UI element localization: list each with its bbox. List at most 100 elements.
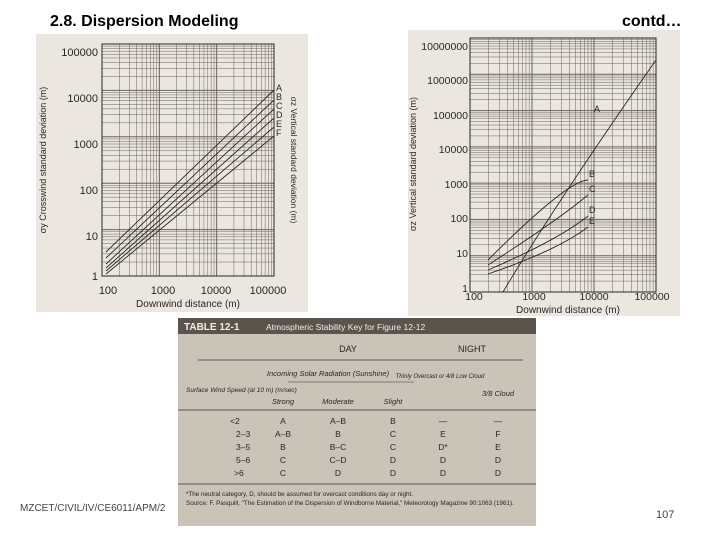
left-y-label-2: σz Vertical standard deviation (m) — [289, 97, 299, 224]
right-chart-curve — [487, 179, 589, 261]
table-cell: B — [280, 442, 286, 452]
slide-title: 2.8. Dispersion Modeling — [50, 13, 239, 30]
left-y-tick: 1 — [92, 271, 98, 283]
table-cell: B — [335, 429, 341, 439]
table-radiation-header: Incoming Solar Radiation (Sunshine) — [267, 369, 390, 378]
table-cell: E — [495, 442, 501, 452]
left-chart-curve — [105, 89, 275, 253]
table-col-header: Slight — [384, 397, 404, 406]
right-x-tick: 100 — [465, 291, 483, 303]
table-cell: <2 — [230, 416, 240, 426]
table-cell: C — [280, 455, 286, 465]
right-y-tick: 100000 — [433, 110, 468, 122]
table-cell: D — [495, 468, 501, 478]
left-chart-curve — [105, 126, 275, 272]
table-col-header: 3/8 Cloud — [482, 389, 515, 398]
table-cell: A–B — [330, 416, 346, 426]
right-curve-label: B — [589, 169, 595, 179]
table-subtitle: Atmospheric Stability Key for Figure 12-… — [266, 322, 425, 332]
left-y-tick: 10 — [86, 231, 98, 243]
left-chart-curve — [105, 108, 275, 265]
table-cell: D — [440, 468, 446, 478]
slide-title-contd: contd… — [622, 13, 682, 30]
table-cell: C — [390, 429, 396, 439]
right-curve-label: E — [589, 216, 595, 226]
table-cell: D — [440, 455, 446, 465]
left-curve-label: E — [276, 119, 282, 129]
right-y-tick: 1 — [462, 283, 468, 295]
right-chart-panel: 10000000 1000000 100000 10000 1000 100 1… — [408, 30, 680, 316]
right-chart-curve — [487, 194, 589, 266]
table-col-header: Thinly Overcast or 4/8 Low Cloud — [396, 374, 485, 380]
table-title: TABLE 12-1 — [184, 322, 240, 333]
table-source: Source: F. Pasquill, "The Estimation of … — [186, 500, 514, 507]
table-cell: C — [390, 442, 396, 452]
stability-table: TABLE 12-1 Atmospheric Stability Key for… — [178, 318, 536, 526]
table-cell: B — [390, 416, 396, 426]
left-chart-curve — [105, 99, 275, 259]
left-y-tick: 100000 — [61, 47, 98, 59]
table-cell: 3–5 — [236, 442, 250, 452]
left-chart: 100000 10000 1000 100 10 1 100 1000 1000… — [36, 34, 308, 312]
left-curve-label: C — [276, 101, 283, 111]
left-curve-label: F — [276, 128, 282, 138]
left-x-tick: 100000 — [250, 285, 287, 297]
table-cell: D — [390, 455, 396, 465]
left-x-label: Downwind distance (m) — [136, 299, 240, 310]
right-x-label: Downwind distance (m) — [516, 305, 620, 316]
right-x-tick: 1000 — [522, 291, 546, 303]
left-x-tick: 1000 — [151, 285, 175, 297]
table-cell: — — [494, 416, 503, 426]
left-chart-curve — [105, 117, 275, 269]
right-x-tick: 10000 — [579, 291, 608, 303]
table-cell: D — [390, 468, 396, 478]
left-chart-curve — [105, 135, 275, 275]
right-y-tick: 10000 — [439, 144, 468, 156]
table-col-header: Strong — [272, 397, 295, 406]
right-chart: 10000000 1000000 100000 10000 1000 100 1… — [408, 30, 680, 316]
left-y-tick: 100 — [80, 185, 98, 197]
right-chart-curve — [487, 226, 589, 275]
slide-footer: MZCET/CIVIL/IV/CE6011/APM/2 — [20, 503, 166, 514]
table-col-header: Moderate — [322, 397, 354, 406]
page-number: 107 — [656, 509, 675, 521]
right-y-label: σz Vertical standard deviation (m) — [408, 97, 418, 231]
table-cell: C — [280, 468, 286, 478]
table-cell: 5–6 — [236, 455, 250, 465]
table-note: *The neutral category, D, should be assu… — [186, 491, 413, 498]
table-cell: D — [495, 455, 501, 465]
left-curve-label: D — [276, 110, 283, 120]
table-cell: B–C — [330, 442, 347, 452]
table-cell: — — [439, 416, 448, 426]
table-day-label: DAY — [339, 344, 357, 354]
right-curve-label: C — [589, 184, 596, 194]
table-cell: 2–3 — [236, 429, 250, 439]
left-chart-panel: 100000 10000 1000 100 10 1 100 1000 1000… — [36, 34, 308, 312]
left-y-tick: 10000 — [67, 93, 98, 105]
table-cell: E — [440, 429, 446, 439]
right-y-tick: 1000 — [445, 179, 469, 191]
table-cell: F — [495, 429, 500, 439]
right-y-tick: 10 — [456, 248, 468, 260]
right-y-tick: 100 — [450, 213, 468, 225]
left-curve-label: B — [276, 92, 282, 102]
left-y-label: σy Crosswind standard deviation (m) — [38, 87, 48, 234]
table-cell: A–B — [275, 429, 291, 439]
table-night-label: NIGHT — [458, 344, 487, 354]
table-cell: C–D — [329, 455, 346, 465]
table-cell: A — [280, 416, 286, 426]
right-chart-curve — [487, 215, 589, 271]
left-curve-label: A — [276, 83, 282, 93]
table-cell: D* — [438, 442, 448, 452]
left-x-tick: 100 — [99, 285, 117, 297]
right-curve-label: D — [589, 205, 596, 215]
left-x-tick: 10000 — [201, 285, 232, 297]
right-curve-label: A — [594, 104, 600, 114]
table-cell: >6 — [234, 468, 244, 478]
table-wind-header: Surface Wind Speed (at 10 m) (m/sec) — [186, 387, 297, 394]
right-x-tick: 100000 — [634, 291, 669, 303]
right-y-tick: 10000000 — [421, 41, 468, 53]
right-y-tick: 1000000 — [427, 75, 468, 87]
table-cell: D — [335, 468, 341, 478]
left-y-tick: 1000 — [74, 139, 98, 151]
